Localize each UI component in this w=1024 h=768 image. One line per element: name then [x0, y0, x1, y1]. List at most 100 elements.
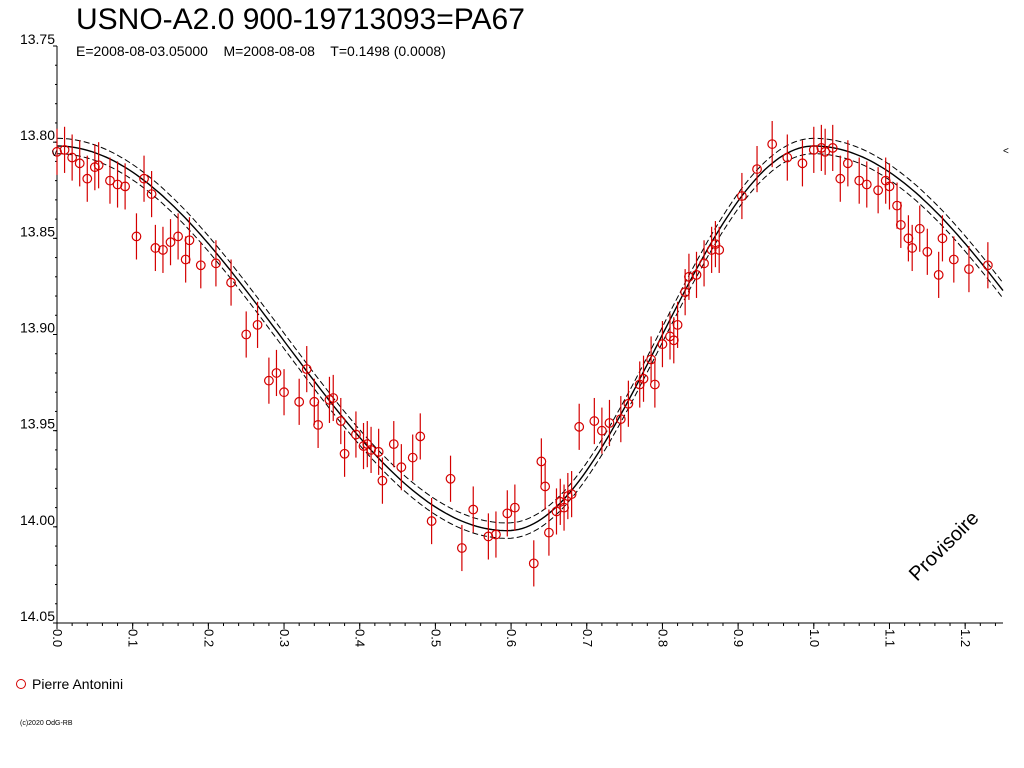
data-point: [396, 444, 407, 491]
data-point: [373, 428, 384, 475]
point-marker: [313, 419, 323, 430]
point-marker: [264, 375, 274, 386]
x-tick-label: 0.3: [277, 629, 292, 647]
data-point: [59, 126, 70, 173]
data-point: [536, 438, 547, 485]
data-point: [884, 163, 895, 210]
point-marker: [782, 152, 793, 163]
point-marker: [502, 508, 513, 519]
point-marker: [407, 452, 418, 463]
x-tick-label: 1.1: [882, 629, 897, 647]
point-marker: [691, 269, 702, 280]
data-point: [158, 226, 168, 273]
data-point: [93, 142, 104, 189]
data-point: [241, 311, 252, 358]
point-marker: [211, 258, 221, 269]
point-marker: [820, 146, 831, 157]
point-marker: [797, 158, 808, 169]
data-point: [388, 421, 399, 468]
point-marker: [861, 179, 872, 190]
data-point: [937, 215, 948, 262]
x-tick-label: 0.2: [201, 629, 216, 647]
point-marker: [366, 445, 376, 455]
point-marker: [105, 175, 115, 186]
point-marker: [158, 244, 168, 255]
point-marker: [82, 173, 93, 184]
data-point: [646, 336, 656, 383]
data-point: [271, 349, 282, 397]
point-marker: [373, 446, 384, 457]
point-marker: [536, 456, 547, 467]
data-point: [895, 201, 906, 248]
data-point: [835, 155, 846, 202]
data-point: [615, 396, 626, 443]
data-point: [131, 213, 142, 260]
point-marker: [184, 235, 195, 246]
data-point: [638, 355, 649, 402]
y-tick-label: 13.90: [20, 320, 55, 336]
data-point: [854, 157, 865, 204]
x-tick-label: 0.8: [655, 629, 670, 647]
point-marker: [415, 431, 426, 442]
point-marker: [445, 473, 456, 484]
point-marker: [150, 243, 161, 253]
point-marker: [922, 246, 933, 257]
data-point: [313, 401, 323, 448]
point-marker: [933, 269, 944, 280]
data-point: [820, 128, 831, 175]
model-upper-bound: [56, 137, 1004, 524]
point-marker: [52, 146, 62, 157]
data-point: [362, 421, 373, 468]
point-marker: [854, 175, 865, 186]
data-point: [483, 513, 494, 560]
y-tick-label: 14.05: [20, 608, 55, 624]
model-curve-line: [56, 145, 1004, 532]
point-marker: [388, 439, 399, 450]
x-tick-label: 0.1: [126, 629, 141, 647]
data-point: [827, 124, 838, 172]
data-point: [339, 430, 350, 477]
point-marker: [226, 277, 236, 288]
point-marker: [139, 173, 149, 184]
point-marker: [456, 543, 467, 553]
y-tick-label: 14.00: [20, 512, 55, 528]
point-marker: [252, 319, 263, 330]
point-marker: [279, 387, 289, 398]
plot-axes: 13.75 13.80 13.85 13.90 13.95 14.00 14.05 0.0 0.…: [20, 31, 1003, 647]
data-point: [509, 484, 520, 531]
data-point: [377, 457, 388, 504]
point-marker: [907, 243, 918, 253]
data-point: [335, 397, 346, 445]
point-marker: [491, 529, 501, 540]
point-marker: [396, 462, 407, 473]
data-point: [604, 399, 615, 447]
data-point: [426, 497, 437, 545]
legend: Pierre Antonini: [16, 674, 123, 694]
data-point: [544, 509, 554, 556]
data-point: [767, 121, 778, 168]
data-point: [540, 463, 551, 510]
point-marker: [596, 425, 607, 436]
data-point: [710, 221, 721, 268]
point-marker: [914, 223, 925, 234]
point-marker: [301, 364, 312, 375]
data-point: [914, 205, 925, 252]
point-marker: [835, 173, 846, 184]
point-marker: [67, 152, 78, 163]
point-marker: [699, 258, 709, 269]
point-marker: [294, 396, 305, 407]
data-point: [456, 524, 467, 572]
point-marker: [146, 189, 157, 199]
point-marker: [672, 319, 683, 330]
data-point: [782, 134, 793, 181]
left-axis-marker: v: [52, 148, 57, 159]
data-point: [173, 213, 183, 260]
data-point: [165, 219, 176, 266]
data-point: [982, 242, 993, 289]
point-marker: [351, 429, 361, 440]
legend-marker-circle-icon: [16, 679, 26, 689]
point-marker: [638, 373, 649, 384]
model-lower-bound: [56, 153, 1004, 539]
point-marker: [982, 260, 993, 271]
